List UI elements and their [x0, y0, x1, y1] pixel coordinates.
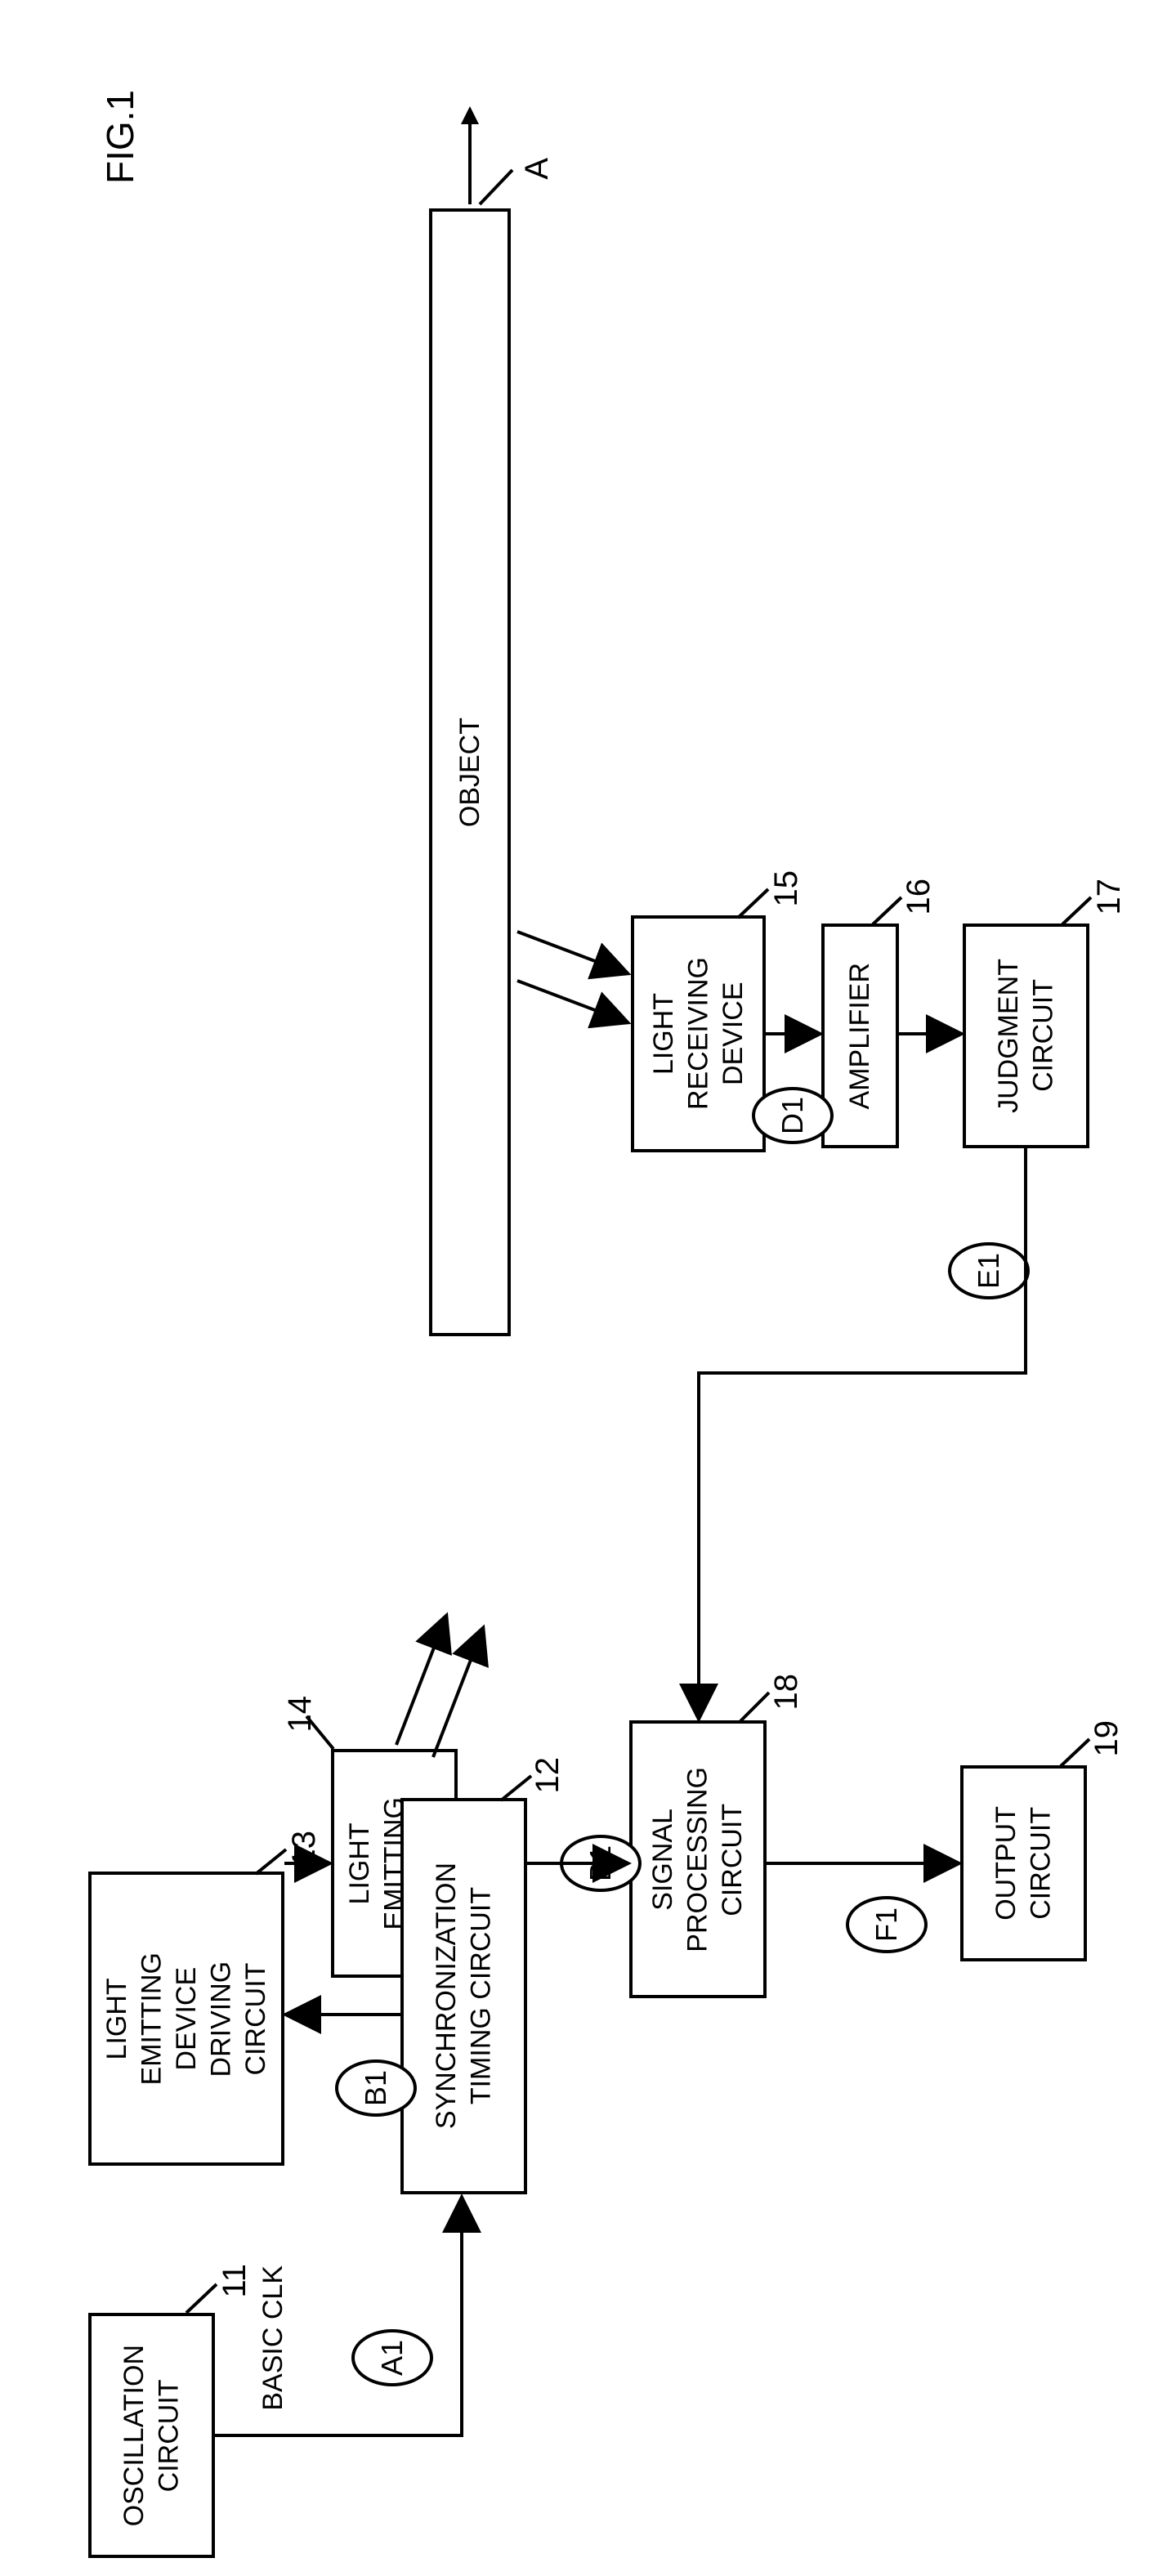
connections-svg	[0, 0, 1167, 2576]
emit-arrows	[396, 1618, 482, 1757]
receive-arrows	[517, 932, 625, 1022]
